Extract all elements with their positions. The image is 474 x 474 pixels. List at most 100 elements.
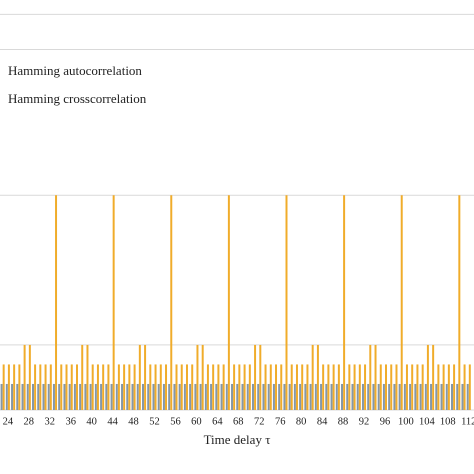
bar [162,383,165,410]
bar [369,344,372,410]
bar [206,364,209,410]
bar [117,364,120,410]
bar [102,364,105,410]
x-tick-label: 36 [65,416,76,427]
bar [257,383,260,410]
bar [196,344,199,410]
bar [419,383,422,410]
bar [414,383,417,410]
bar [361,383,364,410]
bar [152,383,155,410]
bar [327,364,330,410]
x-tick-label: 56 [170,416,181,427]
bar [65,364,68,410]
bar [227,195,230,410]
bar [199,383,202,410]
bar [154,364,157,410]
bar [73,383,76,410]
x-tick-label: 52 [149,416,160,427]
bar [133,364,136,410]
bar [47,383,50,410]
x-tick-label: 76 [275,416,286,427]
bar [405,364,408,410]
bar [165,364,168,410]
x-axis-title: Time delay τ [204,432,271,447]
bar [170,195,173,410]
bar [241,383,244,410]
bar [301,364,304,410]
bar [23,344,26,410]
bar [356,383,359,410]
bar [138,344,141,410]
bar [126,383,129,410]
bar [16,383,19,410]
bar [248,364,251,410]
bar [194,383,197,410]
bar [456,383,459,410]
bar [254,344,257,410]
bar [222,364,225,410]
bar [251,383,254,410]
bar [110,383,113,410]
bar [293,383,296,410]
bar [86,344,89,410]
bar [322,364,325,410]
bar [204,383,207,410]
x-tick-label: 32 [45,416,56,427]
x-tick-label: 68 [233,416,244,427]
bar [382,383,385,410]
bar [374,344,377,410]
bar [262,383,265,410]
bar [18,364,21,410]
bar [91,364,94,410]
bar [267,383,270,410]
bar [0,383,3,410]
bar [233,364,236,410]
bar [215,383,218,410]
bar [416,364,419,410]
bar [180,364,183,410]
bar [11,383,14,410]
bar [426,344,429,410]
x-tick-label: 88 [338,416,349,427]
x-tick-label: 92 [359,416,370,427]
bar [379,364,382,410]
bar [332,364,335,410]
bar [390,364,393,410]
bar [288,383,291,410]
bar [2,364,5,410]
bar [398,383,401,410]
bar [136,383,139,410]
x-tick-label: 44 [107,416,118,427]
bar [372,383,375,410]
bar [278,383,281,410]
x-tick-label: 112 [461,416,474,427]
bar [367,383,370,410]
bar [96,364,99,410]
legend-label: Hamming autocorrelation [8,63,142,78]
bar [44,364,47,410]
bar [309,383,312,410]
x-tick-label: 80 [296,416,307,427]
bar [330,383,333,410]
bar [421,364,424,410]
bar [468,364,471,410]
bar [42,383,45,410]
bar [451,383,453,410]
bar [395,364,398,410]
x-tick-label: 24 [3,416,14,427]
x-tick-label: 60 [191,416,202,427]
bar [39,364,42,410]
bar [128,364,131,410]
bar [325,383,328,410]
x-tick-label: 96 [380,416,391,427]
bar [447,364,450,410]
bar [283,383,286,410]
bar [183,383,186,410]
x-tick-label: 84 [317,416,328,427]
bar [37,383,40,410]
bar [84,383,87,410]
bar [377,383,380,410]
bar [58,383,61,410]
